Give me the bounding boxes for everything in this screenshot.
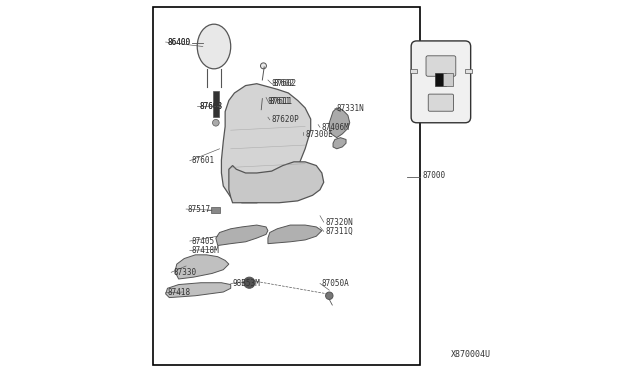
Text: 87418M: 87418M bbox=[191, 246, 220, 255]
Polygon shape bbox=[229, 162, 324, 203]
FancyBboxPatch shape bbox=[465, 69, 472, 73]
FancyBboxPatch shape bbox=[410, 69, 417, 73]
FancyBboxPatch shape bbox=[435, 73, 445, 86]
Text: 87320N: 87320N bbox=[326, 218, 353, 227]
Circle shape bbox=[260, 63, 266, 69]
Text: 87406M: 87406M bbox=[322, 123, 349, 132]
Circle shape bbox=[244, 277, 255, 288]
Text: 87601: 87601 bbox=[191, 156, 215, 165]
Text: 87611: 87611 bbox=[268, 97, 291, 106]
Circle shape bbox=[212, 119, 219, 126]
FancyBboxPatch shape bbox=[152, 7, 420, 365]
FancyBboxPatch shape bbox=[211, 207, 220, 213]
FancyBboxPatch shape bbox=[426, 56, 456, 76]
Polygon shape bbox=[330, 108, 349, 138]
Text: 87331N: 87331N bbox=[337, 104, 365, 113]
Polygon shape bbox=[175, 255, 229, 279]
Text: 87050A: 87050A bbox=[322, 279, 349, 288]
Text: 87603: 87603 bbox=[199, 102, 222, 110]
FancyBboxPatch shape bbox=[411, 41, 470, 123]
Text: 98B53M: 98B53M bbox=[232, 279, 260, 288]
Polygon shape bbox=[333, 138, 346, 149]
Text: 87602: 87602 bbox=[271, 79, 295, 88]
Polygon shape bbox=[221, 84, 310, 203]
Text: 87405: 87405 bbox=[191, 237, 215, 246]
Circle shape bbox=[326, 292, 333, 299]
Polygon shape bbox=[216, 225, 268, 246]
Text: 87602: 87602 bbox=[273, 79, 296, 88]
FancyBboxPatch shape bbox=[213, 91, 219, 117]
Text: 86400: 86400 bbox=[168, 38, 191, 46]
Text: 87000: 87000 bbox=[422, 171, 445, 180]
Text: 86400: 86400 bbox=[168, 38, 191, 47]
Text: X870004U: X870004U bbox=[451, 350, 491, 359]
Text: 87300E: 87300E bbox=[305, 130, 333, 139]
Text: 87620P: 87620P bbox=[271, 115, 300, 124]
FancyBboxPatch shape bbox=[443, 73, 453, 86]
Text: 87418: 87418 bbox=[168, 288, 191, 297]
Circle shape bbox=[259, 92, 266, 98]
FancyBboxPatch shape bbox=[428, 94, 454, 111]
Text: 87330: 87330 bbox=[173, 268, 196, 277]
Polygon shape bbox=[166, 283, 231, 298]
Text: 87311Q: 87311Q bbox=[326, 227, 353, 236]
Text: 87603: 87603 bbox=[199, 102, 222, 110]
Text: 87611: 87611 bbox=[270, 97, 293, 106]
Text: 87517: 87517 bbox=[188, 205, 211, 214]
Polygon shape bbox=[268, 225, 322, 244]
Ellipse shape bbox=[197, 24, 231, 69]
